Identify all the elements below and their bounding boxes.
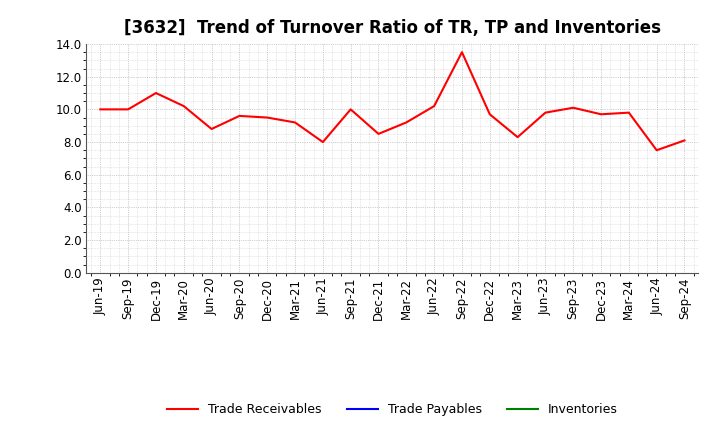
Trade Receivables bbox=[124, 107, 132, 112]
Trade Receivables bbox=[513, 135, 522, 140]
Trade Receivables bbox=[597, 112, 606, 117]
Title: [3632]  Trend of Turnover Ratio of TR, TP and Inventories: [3632] Trend of Turnover Ratio of TR, TP… bbox=[124, 19, 661, 37]
Trade Receivables bbox=[291, 120, 300, 125]
Legend: Trade Receivables, Trade Payables, Inventories: Trade Receivables, Trade Payables, Inven… bbox=[162, 398, 623, 421]
Trade Receivables bbox=[430, 103, 438, 109]
Trade Receivables bbox=[569, 105, 577, 110]
Trade Receivables bbox=[318, 139, 327, 145]
Trade Receivables bbox=[624, 110, 633, 115]
Trade Receivables bbox=[541, 110, 550, 115]
Trade Receivables bbox=[458, 50, 467, 55]
Trade Receivables bbox=[207, 126, 216, 132]
Trade Receivables bbox=[680, 138, 689, 143]
Trade Receivables bbox=[346, 107, 355, 112]
Trade Receivables bbox=[152, 90, 161, 95]
Trade Receivables bbox=[402, 120, 410, 125]
Trade Receivables bbox=[485, 112, 494, 117]
Line: Trade Receivables: Trade Receivables bbox=[100, 52, 685, 150]
Trade Receivables bbox=[179, 103, 188, 109]
Trade Receivables bbox=[263, 115, 271, 120]
Trade Receivables bbox=[374, 131, 383, 136]
Trade Receivables bbox=[652, 147, 661, 153]
Trade Receivables bbox=[235, 113, 243, 118]
Trade Receivables bbox=[96, 107, 104, 112]
